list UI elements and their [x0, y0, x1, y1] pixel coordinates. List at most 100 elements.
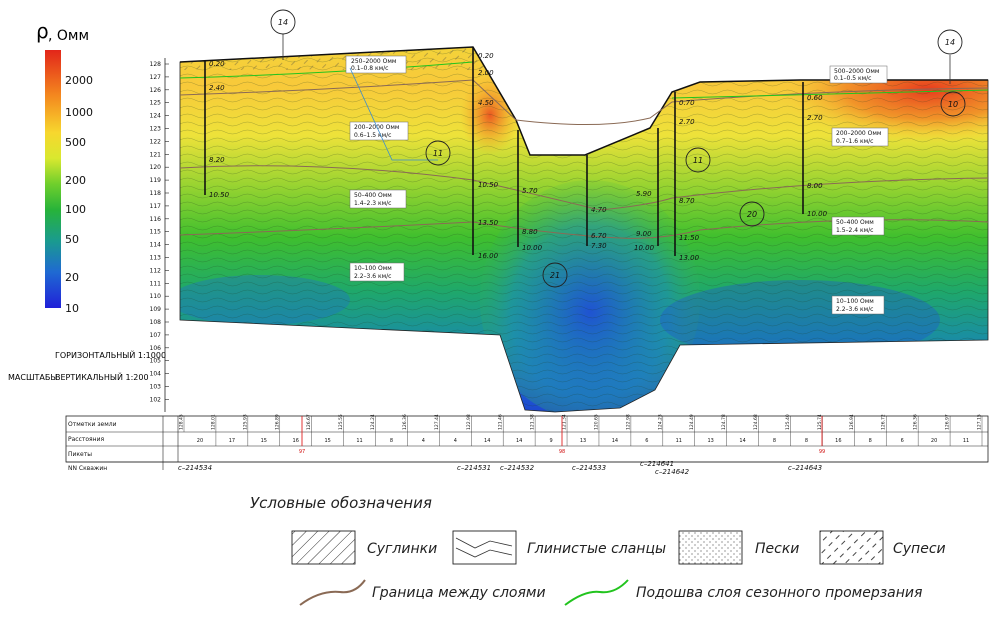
svg-text:14: 14	[945, 38, 955, 47]
depth-label: 2.70	[807, 114, 823, 122]
ground-mark-value: 125.93	[242, 414, 248, 430]
depth-label: 13.00	[679, 254, 700, 262]
distance-value: 14	[739, 438, 745, 444]
elevation-tick-label: 127	[150, 74, 162, 81]
layer-boundary	[179, 219, 989, 239]
distance-value: 13	[580, 438, 586, 444]
elevation-tick-label: 103	[150, 384, 162, 391]
borehole-id: с–214532	[500, 464, 535, 472]
distance-value: 8	[390, 438, 393, 444]
colorbar-tick: 1000	[65, 106, 93, 119]
scale-prefix: МАСШТАБЫ	[8, 373, 57, 382]
annotation-box: 500–2000 Омм 0.1–0.5 км/с	[829, 65, 888, 84]
distance-value: 6	[901, 438, 904, 444]
svg-text:0.7–1.6 км/с: 0.7–1.6 км/с	[836, 138, 873, 145]
svg-text:500–2000 Омм: 500–2000 Омм	[834, 68, 879, 75]
distance-value: 14	[612, 438, 618, 444]
elevation-tick-label: 115	[150, 229, 162, 236]
colorbar-tick: 50	[65, 233, 79, 246]
ground-mark-value: 121.38	[530, 414, 536, 430]
leader-line	[349, 67, 438, 161]
ground-mark-value: 126.97	[945, 414, 951, 430]
depth-label: 2.00	[478, 69, 494, 77]
ground-mark-value: 126.94	[849, 414, 855, 430]
depth-label: 0.20	[478, 52, 494, 60]
elevation-tick-label: 108	[150, 319, 162, 326]
elevation-tick-label: 117	[150, 203, 162, 210]
svg-text:Суглинки: Суглинки	[367, 541, 437, 557]
depth-label: 0.70	[679, 99, 695, 107]
depth-label: 8.00	[807, 182, 823, 190]
distance-value: 11	[356, 438, 362, 444]
elevation-tick-label: 105	[150, 358, 162, 365]
elevation-tick-label: 112	[150, 267, 162, 274]
colorbar-tick: 2000	[65, 74, 93, 87]
depth-label: 10.50	[478, 181, 499, 189]
table-row-label: Расстояния	[68, 436, 104, 443]
elevation-tick-label: 121	[150, 151, 162, 158]
ground-mark-value: 122.98	[625, 414, 631, 430]
distance-value: 20	[197, 438, 203, 444]
colorbar: ρ , Омм 2000 1000 500 200 100 50 20 10	[36, 19, 93, 315]
depth-label: 4.70	[591, 206, 607, 214]
depth-label: 8.70	[679, 197, 695, 205]
distance-value: 4	[454, 438, 457, 444]
distance-value: 15	[324, 438, 330, 444]
svg-text:50–400 Омм: 50–400 Омм	[836, 219, 874, 226]
annotation-box: 250–2000 Омм 0.1–0.8 км/с	[345, 55, 407, 74]
distance-value: 15	[261, 438, 267, 444]
ground-mark-value: 128.45	[179, 414, 185, 430]
scale-vertical: ВЕРТИКАЛЬНЫЙ 1:200	[55, 371, 149, 382]
svg-text:Супеси: Супеси	[893, 541, 946, 557]
ground-mark-value: 121.46	[498, 414, 504, 430]
table-row-label: Пикеты	[68, 451, 92, 458]
svg-text:11: 11	[433, 149, 443, 158]
ground-mark-value: 126.89	[274, 414, 280, 430]
distance-value: 8	[805, 438, 808, 444]
distance-value: 4	[422, 438, 425, 444]
legend-item-loam: Суглинки	[291, 530, 437, 565]
svg-text:20: 20	[747, 210, 757, 219]
depth-label: 10.00	[634, 244, 655, 252]
annotation-box: 50–400 Омм 1.5–2.4 км/с	[831, 216, 885, 236]
depth-label: 0.20	[209, 60, 225, 68]
elevation-tick-label: 128	[150, 61, 162, 68]
colorbar-tick: 10	[65, 302, 79, 315]
table-row-label: Отметки земли	[68, 421, 117, 428]
ground-mark-value: 120.65	[593, 414, 599, 430]
scale-notes: ГОРИЗОНТАЛЬНЫЙ 1:1000 МАСШТАБЫ ВЕРТИКАЛЬ…	[8, 349, 166, 382]
depth-label: 11.50	[679, 234, 700, 242]
colorbar-rho-symbol: ρ	[36, 19, 49, 43]
circle-label: 21	[542, 262, 568, 288]
colorbar-tick: 200	[65, 174, 86, 187]
depth-label: 7.30	[591, 242, 607, 250]
elevation-tick-label: 124	[150, 113, 162, 120]
ground-mark-value: 127.15	[977, 414, 983, 430]
svg-text:1.5–2.4 км/с: 1.5–2.4 км/с	[836, 227, 873, 234]
elevation-axis: 128 127 126 125 124 123 122 121 120 119 118 117 116 1…	[150, 58, 169, 412]
ground-mark-value: 124.78	[721, 414, 727, 430]
elevation-tick-label: 122	[150, 138, 162, 145]
legend-item-frost-base: Подошва слоя сезонного промерзания	[564, 579, 922, 606]
layer-boundary-swatch	[299, 579, 366, 606]
profile-table: Отметки земли Расстояния Пикеты NN Скваж…	[65, 414, 989, 476]
ground-surface-line	[179, 46, 988, 156]
elevation-tick-label: 111	[150, 280, 162, 287]
frost-base-swatch	[564, 579, 629, 606]
ground-mark-value: 126.67	[306, 414, 312, 430]
circle-label: 11	[425, 140, 451, 166]
elevation-tick-label: 120	[150, 164, 162, 171]
distance-value: 16	[293, 438, 299, 444]
legend-item-clay-shale: Глинистые сланцы	[452, 530, 666, 565]
circle-label: 20	[739, 201, 765, 227]
circle-label: 14	[937, 29, 963, 55]
annotation-box: 50–400 Омм 1.4–2.3 км/с	[349, 189, 407, 209]
depth-label: 16.00	[478, 252, 499, 260]
depth-label: 8.80	[522, 228, 538, 236]
distance-value: 14	[484, 438, 490, 444]
elevation-tick-label: 126	[150, 87, 162, 94]
distance-value: 8	[773, 438, 776, 444]
elevation-tick-label: 116	[150, 216, 162, 223]
legend: Условные обозначения Суглинки Глинистые …	[250, 494, 946, 606]
